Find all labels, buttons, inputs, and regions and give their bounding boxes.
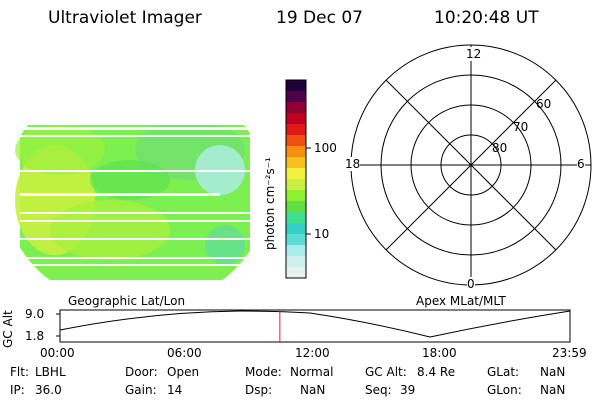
colorbar-swatch [286, 234, 306, 246]
dsp-value: NaN [300, 383, 326, 397]
colorbar-swatch [286, 80, 306, 92]
timeline-xtick-1800: 18:00 [422, 346, 457, 360]
colorbar-swatch [286, 245, 306, 257]
colorbar-swatch [286, 256, 306, 268]
timeline-xtick-2359: 23:59 [552, 346, 587, 360]
timeline-ylabel: GC Alt [1, 310, 15, 348]
timeline-ytick-label-1.8: 1.8 [25, 329, 45, 343]
timeline-xtick-0000: 00:00 [40, 346, 75, 360]
door-value: Open [167, 365, 200, 379]
colorbar-label-10: 10 [314, 227, 330, 241]
seq-value: 39 [400, 383, 416, 397]
mlt-label-18: 18 [345, 157, 361, 171]
time-label: 10:20:48 UT [434, 8, 539, 28]
colorbar-label-100: 100 [314, 141, 337, 155]
scan-gaps [20, 127, 250, 266]
mlt-label-6: 6 [577, 157, 585, 171]
mode-label: Mode: [245, 365, 282, 379]
auroral-image [15, 125, 250, 280]
glat-value: NaN [540, 365, 566, 379]
timeline-xtick-0600: 06:00 [167, 346, 202, 360]
colorbar-swatch [286, 113, 306, 125]
colorbar-swatch [286, 267, 306, 279]
apex-label: Apex MLat/MLT [416, 294, 506, 308]
gain-value: 14 [167, 383, 183, 397]
dsp-label: Dsp: [245, 383, 273, 397]
polar-axis-diag-2 [385, 79, 557, 251]
door-label: Door: [125, 365, 158, 379]
colorbar-swatch [286, 102, 306, 114]
mode-value: Normal [290, 365, 334, 379]
colorbar-swatch [286, 168, 306, 180]
mlat-label-70: 70 [513, 120, 529, 134]
gcalt-label: GC Alt: [365, 365, 407, 379]
polar-grid [350, 44, 592, 286]
date-label: 19 Dec 07 [276, 8, 363, 28]
mlat-label-80: 80 [492, 141, 508, 155]
colorbar-swatch [286, 212, 306, 224]
mlt-label-12: 12 [466, 47, 482, 61]
glon-value: NaN [540, 383, 566, 397]
colorbar-units: photon cm⁻²s⁻¹ [263, 157, 277, 250]
mlat-label-60: 60 [536, 97, 552, 111]
colorbar-swatch [286, 179, 306, 191]
colorbar-swatch [286, 146, 306, 158]
mlt-label-0: 0 [467, 277, 475, 291]
colorbar-swatch [286, 91, 306, 103]
colorbar-swatch [286, 135, 306, 147]
flt-label: Flt: [10, 365, 29, 379]
gcalt-value: 8.4 Re [417, 365, 456, 379]
glat-label: GLat: [487, 365, 520, 379]
flt-value: LBHL [35, 365, 66, 379]
colorbar-swatch [286, 201, 306, 213]
timeline-frame [59, 309, 571, 343]
timeline-xtick-1200: 12:00 [295, 346, 330, 360]
colorbar-swatch [286, 190, 306, 202]
colorbar-swatch [286, 157, 306, 169]
instrument-title: Ultraviolet Imager [48, 8, 202, 28]
colorbar-swatch [286, 124, 306, 136]
colorbar [285, 79, 311, 279]
colorbar-swatch [286, 223, 306, 235]
gain-label: Gain: [125, 383, 157, 397]
seq-label: Seq: [365, 383, 392, 397]
glon-label: GLon: [487, 383, 522, 397]
geographic-label: Geographic Lat/Lon [68, 294, 186, 308]
ip-value: 36.0 [35, 383, 62, 397]
altitude-curve [59, 310, 571, 338]
timeline-plot [56, 309, 571, 343]
timeline-ytick-label-9: 9.0 [25, 307, 45, 321]
ip-label: IP: [10, 383, 25, 397]
